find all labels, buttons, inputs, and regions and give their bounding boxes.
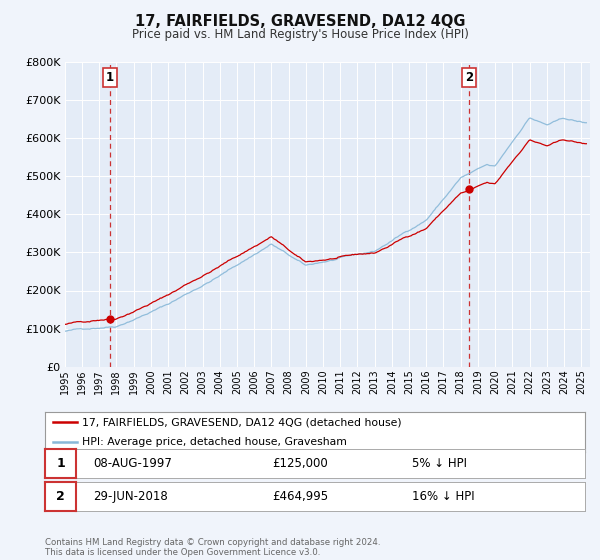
Text: HPI: Average price, detached house, Gravesham: HPI: Average price, detached house, Grav… <box>82 437 347 447</box>
Text: 2: 2 <box>56 489 65 503</box>
Text: 1: 1 <box>56 457 65 470</box>
Text: 2: 2 <box>465 71 473 84</box>
Text: 17, FAIRFIELDS, GRAVESEND, DA12 4QG: 17, FAIRFIELDS, GRAVESEND, DA12 4QG <box>135 14 465 29</box>
Text: Contains HM Land Registry data © Crown copyright and database right 2024.
This d: Contains HM Land Registry data © Crown c… <box>45 538 380 557</box>
Text: 16% ↓ HPI: 16% ↓ HPI <box>412 489 475 503</box>
Text: Price paid vs. HM Land Registry's House Price Index (HPI): Price paid vs. HM Land Registry's House … <box>131 28 469 41</box>
Text: 29-JUN-2018: 29-JUN-2018 <box>94 489 169 503</box>
Text: 17, FAIRFIELDS, GRAVESEND, DA12 4QG (detached house): 17, FAIRFIELDS, GRAVESEND, DA12 4QG (det… <box>82 418 401 427</box>
Text: 1: 1 <box>106 71 113 84</box>
Text: £125,000: £125,000 <box>272 457 328 470</box>
Text: 08-AUG-1997: 08-AUG-1997 <box>94 457 172 470</box>
Text: 5% ↓ HPI: 5% ↓ HPI <box>412 457 467 470</box>
Text: £464,995: £464,995 <box>272 489 328 503</box>
